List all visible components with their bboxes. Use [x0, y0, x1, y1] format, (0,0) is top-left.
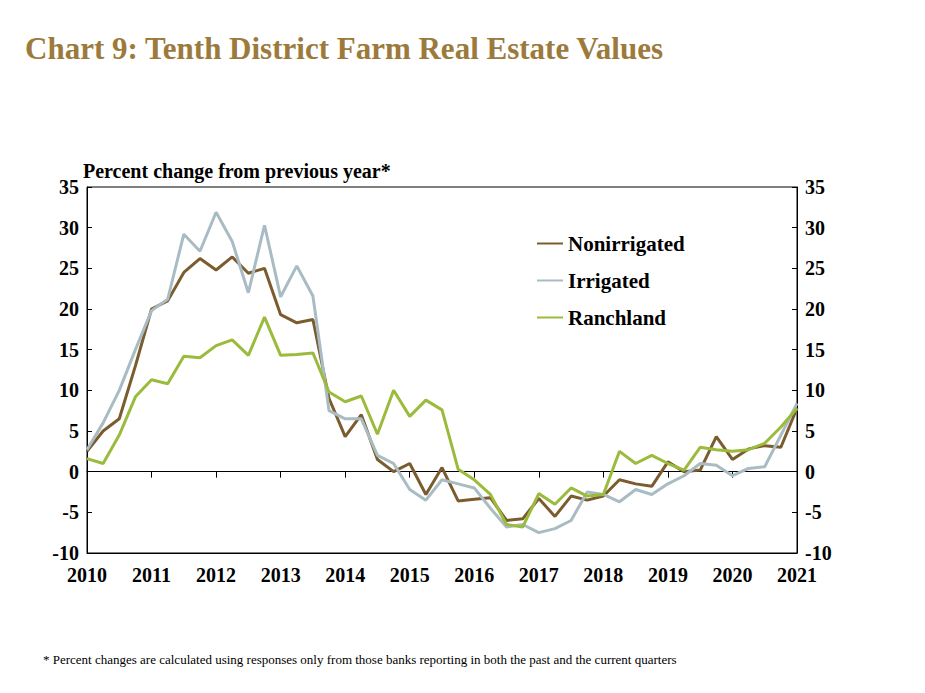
svg-text:-5: -5 [805, 501, 822, 523]
svg-text:10: 10 [59, 379, 79, 401]
svg-text:* Percent changes are calculat: * Percent changes are calculated using r… [43, 652, 677, 667]
svg-text:2018: 2018 [583, 564, 623, 586]
svg-text:-10: -10 [52, 542, 79, 564]
svg-text:2019: 2019 [648, 564, 688, 586]
svg-text:2013: 2013 [261, 564, 301, 586]
svg-text:Nonirrigated: Nonirrigated [568, 232, 685, 256]
svg-text:2017: 2017 [519, 564, 559, 586]
svg-text:2010: 2010 [67, 564, 107, 586]
svg-text:2011: 2011 [132, 564, 171, 586]
svg-text:35: 35 [59, 176, 79, 198]
svg-text:0: 0 [805, 461, 815, 483]
svg-text:20: 20 [59, 298, 79, 320]
svg-text:15: 15 [805, 339, 825, 361]
svg-text:20: 20 [805, 298, 825, 320]
svg-text:0: 0 [69, 461, 79, 483]
svg-text:35: 35 [805, 176, 825, 198]
svg-text:2012: 2012 [196, 564, 236, 586]
svg-text:2016: 2016 [454, 564, 494, 586]
svg-text:2014: 2014 [325, 564, 365, 586]
svg-text:5: 5 [69, 420, 79, 442]
svg-text:2020: 2020 [712, 564, 752, 586]
svg-text:-5: -5 [62, 501, 79, 523]
svg-text:5: 5 [805, 420, 815, 442]
svg-text:25: 25 [59, 257, 79, 279]
svg-text:Chart 9: Tenth District Farm R: Chart 9: Tenth District Farm Real Estate… [25, 31, 663, 66]
svg-text:25: 25 [805, 257, 825, 279]
svg-text:2015: 2015 [390, 564, 430, 586]
svg-text:10: 10 [805, 379, 825, 401]
svg-text:2021: 2021 [777, 564, 817, 586]
svg-text:Ranchland: Ranchland [568, 306, 666, 330]
svg-text:30: 30 [805, 217, 825, 239]
svg-text:-10: -10 [805, 542, 832, 564]
svg-text:15: 15 [59, 339, 79, 361]
svg-text:30: 30 [59, 217, 79, 239]
svg-text:Irrigated: Irrigated [568, 269, 650, 293]
svg-text:Percent change from previous y: Percent change from previous year* [83, 160, 391, 183]
